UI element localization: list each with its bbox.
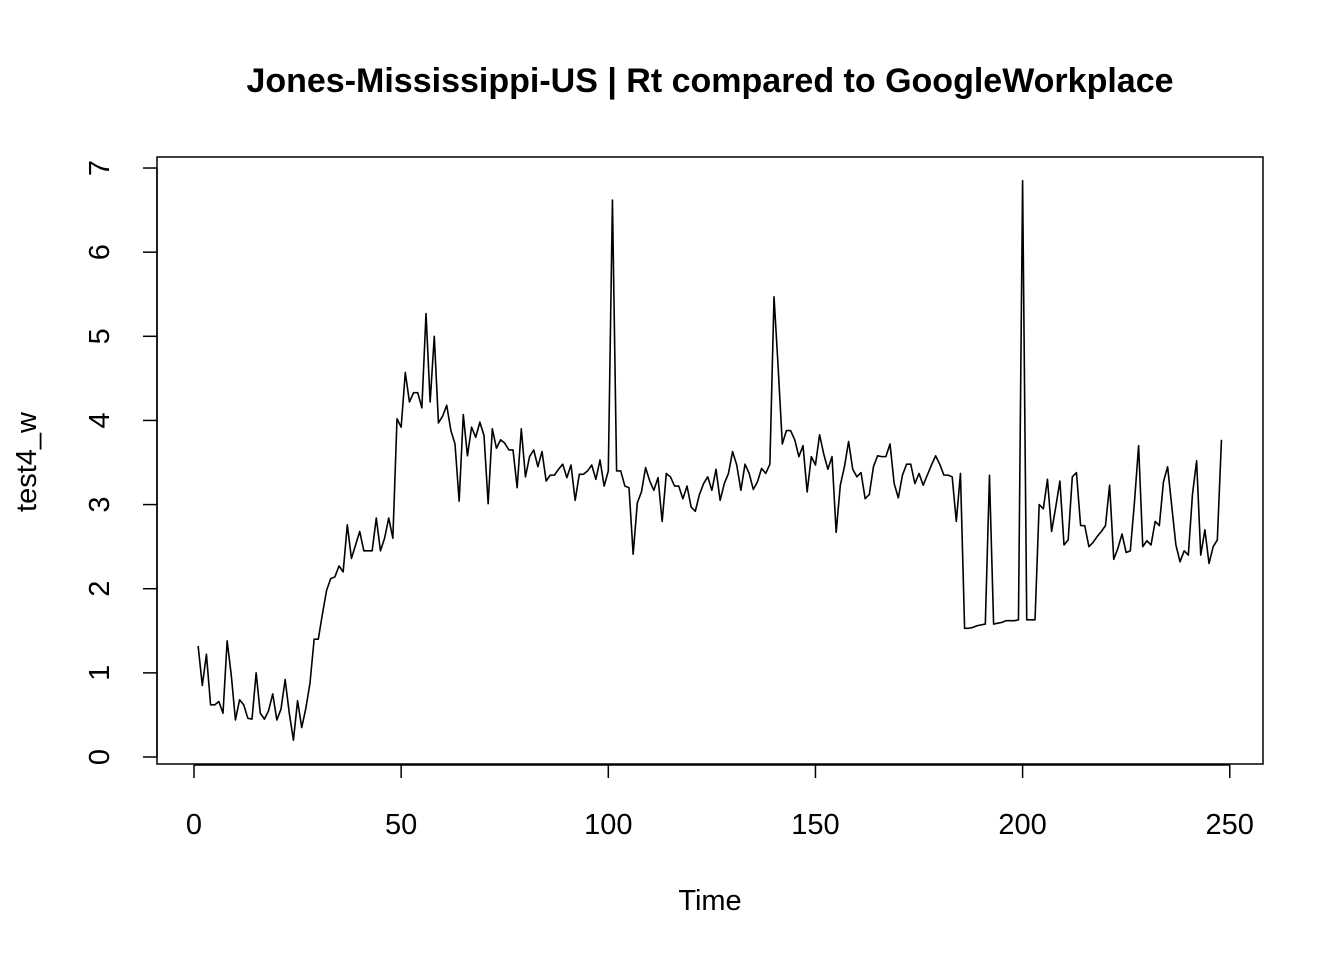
- x-axis-label: Time: [678, 885, 741, 917]
- y-tick-label: 5: [84, 328, 116, 344]
- x-axis: 0 50 100 150 200 250: [186, 764, 1254, 841]
- x-tick-label: 200: [998, 809, 1046, 841]
- y-tick-label: 2: [84, 581, 116, 597]
- x-tick-label: 50: [385, 809, 417, 841]
- y-tick-label: 0: [84, 749, 116, 765]
- y-tick-label: 1: [84, 665, 116, 681]
- x-tick-label: 0: [186, 809, 202, 841]
- y-axis-label: test4_w: [11, 411, 43, 512]
- x-tick-label: 250: [1206, 809, 1254, 841]
- series-line: [197, 179, 1223, 741]
- y-tick-label: 7: [84, 160, 116, 176]
- y-axis: 0 1 2 3 4 5 6 7: [84, 160, 158, 765]
- x-tick-label: 100: [584, 809, 632, 841]
- y-tick-label: 3: [84, 497, 116, 513]
- y-tick-label: 4: [84, 412, 116, 428]
- x-tick-label: 150: [791, 809, 839, 841]
- chart-title: Jones-Mississippi-US | Rt compared to Go…: [246, 62, 1173, 100]
- y-tick-label: 6: [84, 244, 116, 260]
- plot-frame: [156, 156, 1264, 765]
